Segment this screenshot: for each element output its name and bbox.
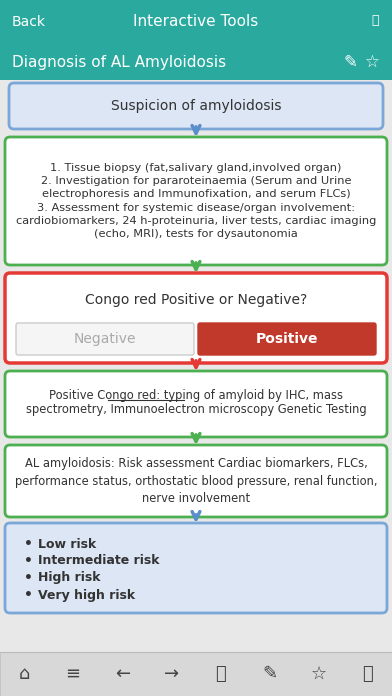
Text: Intermediate risk: Intermediate risk — [38, 555, 160, 567]
Text: •: • — [24, 571, 33, 585]
FancyBboxPatch shape — [5, 137, 387, 265]
FancyBboxPatch shape — [5, 445, 387, 517]
FancyBboxPatch shape — [5, 523, 387, 613]
FancyBboxPatch shape — [0, 0, 392, 44]
FancyBboxPatch shape — [0, 44, 392, 80]
FancyBboxPatch shape — [0, 652, 392, 696]
Text: Very high risk: Very high risk — [38, 589, 135, 601]
Text: ≡: ≡ — [65, 665, 81, 683]
Text: ☆: ☆ — [365, 53, 379, 71]
Text: High risk: High risk — [38, 571, 100, 585]
Text: ⌂: ⌂ — [18, 665, 30, 683]
Text: •: • — [24, 588, 33, 602]
FancyBboxPatch shape — [16, 323, 194, 355]
FancyBboxPatch shape — [198, 323, 376, 355]
Text: ✎: ✎ — [343, 53, 357, 71]
Text: Suspicion of amyloidosis: Suspicion of amyloidosis — [111, 99, 281, 113]
Text: 📄: 📄 — [371, 13, 379, 26]
Text: →: → — [164, 665, 179, 683]
Text: ⌕: ⌕ — [215, 665, 226, 683]
Text: AL amyloidosis: Risk assessment Cardiac biomarkers, FLCs,
performance status, or: AL amyloidosis: Risk assessment Cardiac … — [15, 457, 377, 505]
Text: ←: ← — [115, 665, 130, 683]
Text: Interactive Tools: Interactive Tools — [133, 15, 259, 29]
Text: ☆: ☆ — [311, 665, 327, 683]
FancyBboxPatch shape — [5, 371, 387, 437]
Text: Positive: Positive — [256, 332, 318, 346]
Text: ✎: ✎ — [262, 665, 277, 683]
Text: ⓘ: ⓘ — [363, 665, 373, 683]
Text: Negative: Negative — [74, 332, 136, 346]
Text: Low risk: Low risk — [38, 537, 96, 551]
Text: Back: Back — [12, 15, 46, 29]
Text: spectrometry, Immunoelectron microscopy Genetic Testing: spectrometry, Immunoelectron microscopy … — [26, 404, 366, 416]
Text: Diagnosis of AL Amyloidosis: Diagnosis of AL Amyloidosis — [12, 54, 226, 70]
Text: 1. Tissue biopsy (fat,salivary gland,involved organ)
2. Investigation for pararo: 1. Tissue biopsy (fat,salivary gland,inv… — [16, 163, 376, 239]
FancyBboxPatch shape — [9, 83, 383, 129]
Text: Congo red Positive or Negative?: Congo red Positive or Negative? — [85, 293, 307, 307]
Text: •: • — [24, 554, 33, 568]
FancyBboxPatch shape — [5, 273, 387, 363]
Text: Positive Congo red: typing of amyloid by IHC, mass: Positive Congo red: typing of amyloid by… — [49, 390, 343, 402]
Text: •: • — [24, 537, 33, 551]
